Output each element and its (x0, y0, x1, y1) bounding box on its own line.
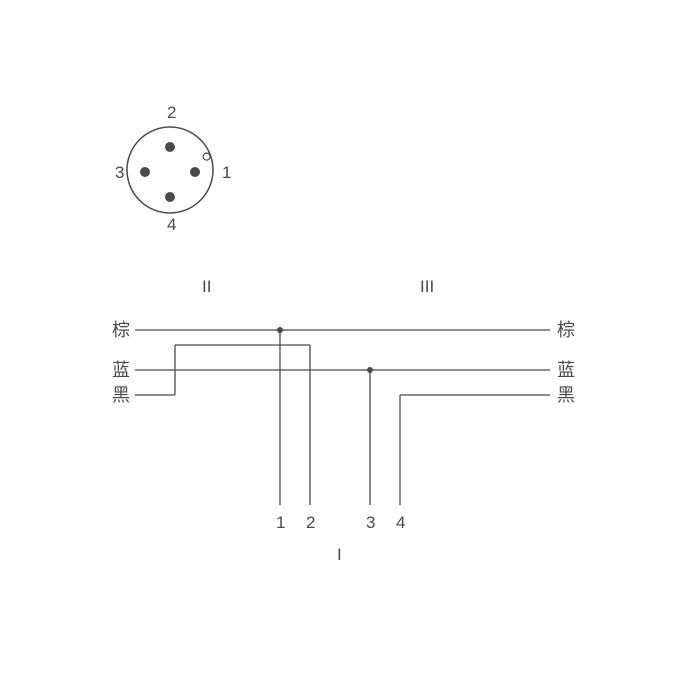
connector-pin-label-2: 2 (167, 103, 176, 122)
port-label-iii: III (420, 277, 434, 296)
port-label-i: I (337, 545, 342, 564)
left-label-blue: 蓝 (112, 360, 130, 380)
connector-face (127, 127, 213, 213)
connector-pin-4 (165, 192, 175, 202)
connector-pin-1 (190, 167, 200, 177)
left-label-brown: 棕 (112, 320, 130, 340)
connector-pin-label-1: 1 (222, 163, 231, 182)
bottom-num-3: 3 (366, 513, 375, 532)
bottom-num-4: 4 (396, 513, 405, 532)
right-label-blue: 蓝 (557, 360, 575, 380)
connector-pin-label-4: 4 (167, 215, 176, 234)
port-label-ii: II (202, 277, 211, 296)
right-label-brown: 棕 (557, 320, 575, 340)
right-label-black: 黑 (557, 385, 575, 405)
left-label-black: 黑 (112, 385, 130, 405)
connector-key-notch (203, 153, 210, 160)
connector-pin-label-3: 3 (115, 163, 124, 182)
wiring-diagram (135, 327, 550, 505)
junction-1 (367, 367, 373, 373)
connector-pin-2 (165, 142, 175, 152)
connector-pin-3 (140, 167, 150, 177)
junction-0 (277, 327, 283, 333)
bottom-num-2: 2 (306, 513, 315, 532)
bottom-num-1: 1 (276, 513, 285, 532)
